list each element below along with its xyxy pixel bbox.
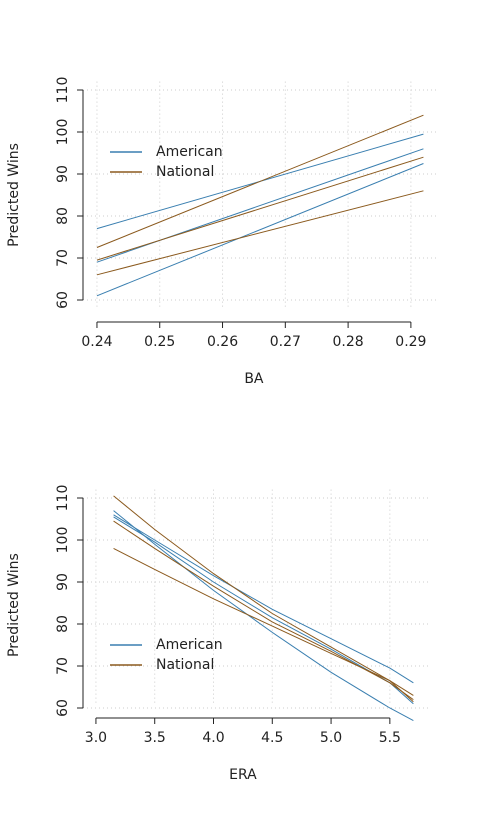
y-tick-label: 70 [55, 657, 71, 675]
y-axis-title: Predicted Wins [6, 553, 22, 657]
series-line [96, 114, 424, 248]
legend-label: American [156, 144, 223, 160]
y-tick-label: 110 [55, 485, 71, 512]
y-tick-label: 80 [55, 615, 71, 633]
x-axis-title: ERA [229, 767, 257, 783]
x-tick-label: 3.5 [144, 730, 166, 746]
legend-label: American [156, 637, 223, 653]
y-tick-label: 80 [55, 207, 71, 225]
x-tick-label: 0.26 [207, 334, 238, 350]
x-tick-label: 4.5 [261, 730, 283, 746]
series-line [113, 547, 414, 703]
series-line [96, 148, 424, 263]
series-line [113, 514, 414, 684]
series-line [96, 163, 424, 297]
legend-label: National [156, 657, 214, 673]
y-tick-label: 110 [55, 77, 71, 104]
series-line [96, 156, 424, 261]
x-tick-label: 0.24 [81, 334, 112, 350]
y-tick-label: 100 [55, 119, 71, 146]
x-tick-label: 3.0 [85, 730, 107, 746]
x-tick-label: 0.25 [144, 334, 175, 350]
series-line [113, 516, 414, 705]
y-tick-label: 90 [55, 165, 71, 183]
series-line [113, 510, 414, 722]
legend-label: National [156, 164, 214, 180]
y-tick-label: 90 [55, 573, 71, 591]
y-tick-label: 60 [55, 291, 71, 309]
y-tick-label: 60 [55, 699, 71, 717]
x-tick-label: 0.28 [333, 334, 364, 350]
x-tick-label: 5.0 [320, 730, 342, 746]
series-line [96, 190, 424, 276]
y-axis-title: Predicted Wins [6, 143, 22, 247]
x-tick-label: 0.27 [270, 334, 301, 350]
x-tick-label: 0.29 [395, 334, 426, 350]
series-line [113, 520, 414, 701]
x-tick-label: 5.5 [379, 730, 401, 746]
y-tick-label: 100 [55, 527, 71, 554]
x-tick-label: 4.0 [202, 730, 224, 746]
y-tick-label: 70 [55, 249, 71, 267]
x-axis-title: BA [244, 371, 264, 387]
